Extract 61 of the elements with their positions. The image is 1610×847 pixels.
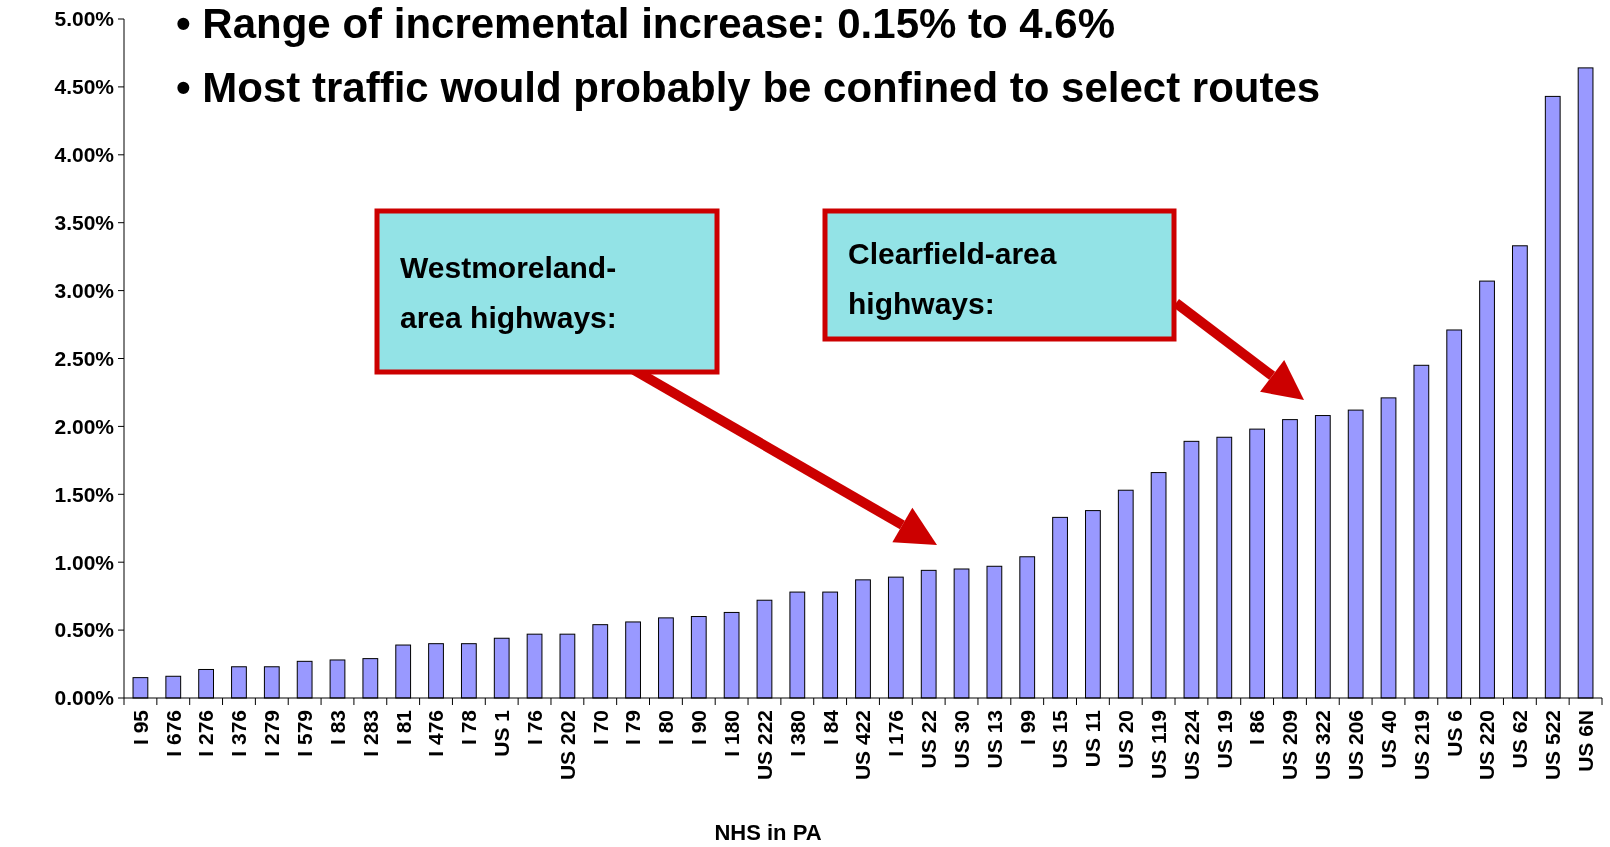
x-tick-label: I 84 [818, 709, 842, 746]
y-tick-label: 3.00% [54, 278, 115, 302]
x-tick-label: I 380 [785, 710, 809, 757]
x-tick-label: I 279 [260, 710, 284, 757]
x-tick-label: I 70 [588, 710, 612, 746]
x-tick-label: I 76 [522, 710, 546, 746]
x-axis-title: NHS in PA [714, 820, 822, 845]
x-tick-label: I 78 [457, 709, 481, 746]
x-tick-label: I 376 [227, 710, 251, 757]
x-tick-label: I 90 [687, 710, 711, 746]
x-tick-label: US 22 [917, 710, 941, 769]
x-tick-label: I 95 [128, 709, 152, 746]
y-tick-label: 4.50% [54, 75, 115, 99]
x-tick-label: I 99 [1015, 710, 1039, 746]
x-tick-label: US 224 [1179, 709, 1203, 781]
x-tick-label: I 276 [194, 710, 218, 757]
x-tick-label: US 222 [752, 710, 776, 781]
annotation: Westmoreland- area highways: [400, 251, 617, 334]
y-tick-label: 1.50% [54, 482, 115, 506]
x-tick-label: US 6 [1442, 710, 1466, 757]
y-tick-label: 3.50% [54, 211, 115, 235]
x-tick-label: I 476 [424, 710, 448, 757]
y-tick-label: 0.00% [54, 686, 115, 710]
y-tick-label: 5.00% [54, 7, 115, 31]
y-tick-label: 4.00% [54, 143, 115, 167]
x-tick-label: US 119 [1146, 710, 1170, 779]
x-tick-label: US 1 [490, 709, 514, 757]
x-tick-label: I 579 [292, 710, 316, 757]
x-tick-label: I 86 [1245, 710, 1269, 746]
x-tick-label: US 422 [851, 710, 875, 781]
annotation: Clearfield-area highways: [848, 237, 1057, 320]
x-tick-label: US 322 [1311, 710, 1335, 781]
x-tick-label: US 206 [1344, 710, 1368, 781]
x-tick-label: US 209 [1278, 710, 1302, 781]
x-tick-label: US 40 [1376, 710, 1400, 769]
y-tick-label: 2.50% [54, 346, 115, 370]
y-tick-label: 2.00% [54, 414, 115, 438]
y-tick-label: 1.00% [54, 550, 115, 574]
x-tick-label: I 79 [621, 710, 645, 746]
x-tick-label: US 202 [555, 710, 579, 781]
x-tick-label: I 81 [391, 709, 415, 746]
x-tick-label: US 522 [1541, 710, 1565, 781]
x-tick-label: US 11 [1081, 709, 1105, 768]
x-tick-label: I 180 [719, 710, 743, 757]
x-tick-label: US 62 [1508, 710, 1532, 769]
x-tick-label: I 676 [161, 710, 185, 757]
x-tick-label: US 15 [1048, 709, 1072, 769]
annotation: • Most traffic would probably be confined to select routes [176, 64, 1321, 111]
x-tick-label: I 176 [884, 710, 908, 757]
x-tick-label: I 283 [358, 710, 382, 757]
x-tick-label: US 220 [1475, 710, 1499, 781]
x-tick-label: I 83 [325, 710, 349, 746]
x-tick-label: US 219 [1409, 710, 1433, 781]
x-tick-label: US 13 [982, 710, 1006, 769]
x-tick-label: US 30 [949, 710, 973, 769]
y-tick-label: 0.50% [54, 618, 115, 642]
x-tick-label: US 19 [1212, 710, 1236, 769]
annotation: • Range of incremental increase: 0.15% to 4.6% [176, 0, 1116, 47]
x-tick-label: US 20 [1114, 710, 1138, 769]
x-tick-label: US 6N [1573, 710, 1597, 772]
x-tick-label: I 80 [654, 710, 678, 746]
